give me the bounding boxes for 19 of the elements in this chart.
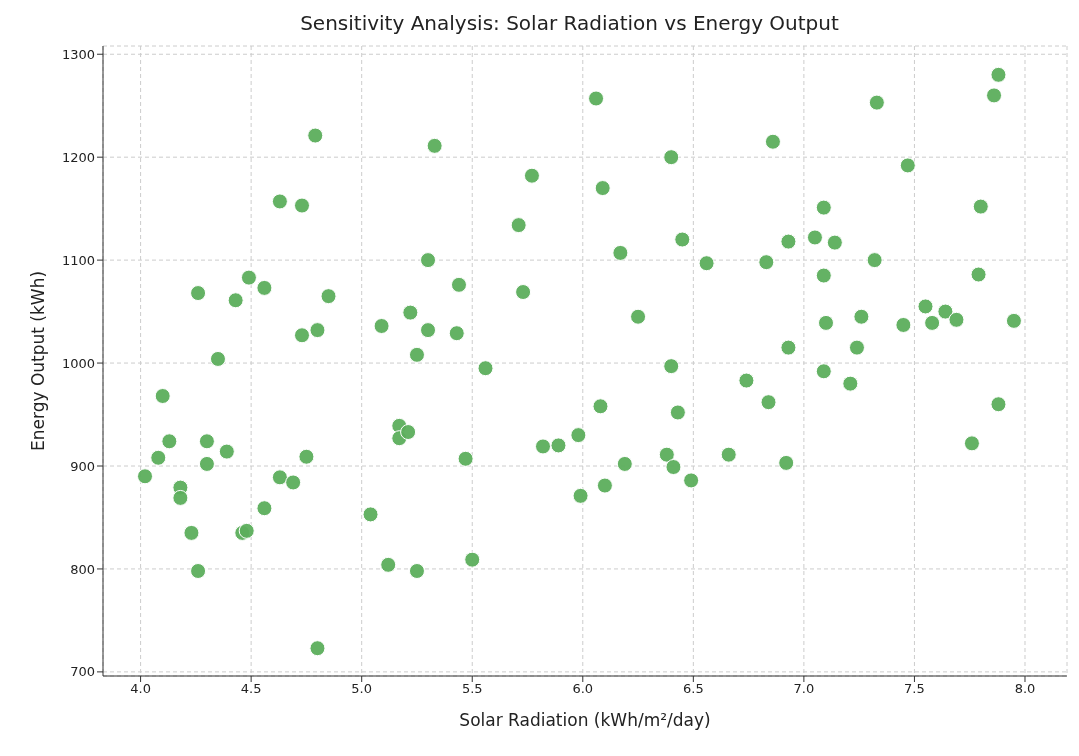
y-tick-label: 900 (70, 458, 95, 474)
x-tick-label: 6.0 (572, 681, 594, 697)
x-axis-title: Solar Radiation (kWh/m²/day) (459, 710, 711, 730)
x-tick-label: 8.0 (1014, 681, 1036, 697)
y-tick-label: 1100 (61, 252, 95, 268)
y-tick-label: 800 (70, 561, 95, 577)
y-axis-title: Energy Output (kWh) (28, 270, 49, 452)
chart-title: Sensitivity Analysis: Solar Radiation vs Energy Output (299, 10, 840, 37)
x-tick-label: 4.5 (240, 681, 262, 697)
x-tick-label: 4.0 (130, 681, 151, 697)
y-tick-label: 700 (70, 664, 95, 680)
y-tick-label: 1000 (61, 355, 95, 371)
y-tick-label: 1200 (61, 149, 95, 165)
y-tick-label: 1300 (61, 46, 95, 62)
x-tick-label: 6.5 (683, 681, 704, 697)
x-tick-label: 5.0 (351, 681, 373, 697)
x-tick-label: 7.0 (793, 681, 815, 697)
x-tick-label: 5.5 (461, 681, 483, 697)
x-tick-label: 7.5 (904, 681, 925, 697)
